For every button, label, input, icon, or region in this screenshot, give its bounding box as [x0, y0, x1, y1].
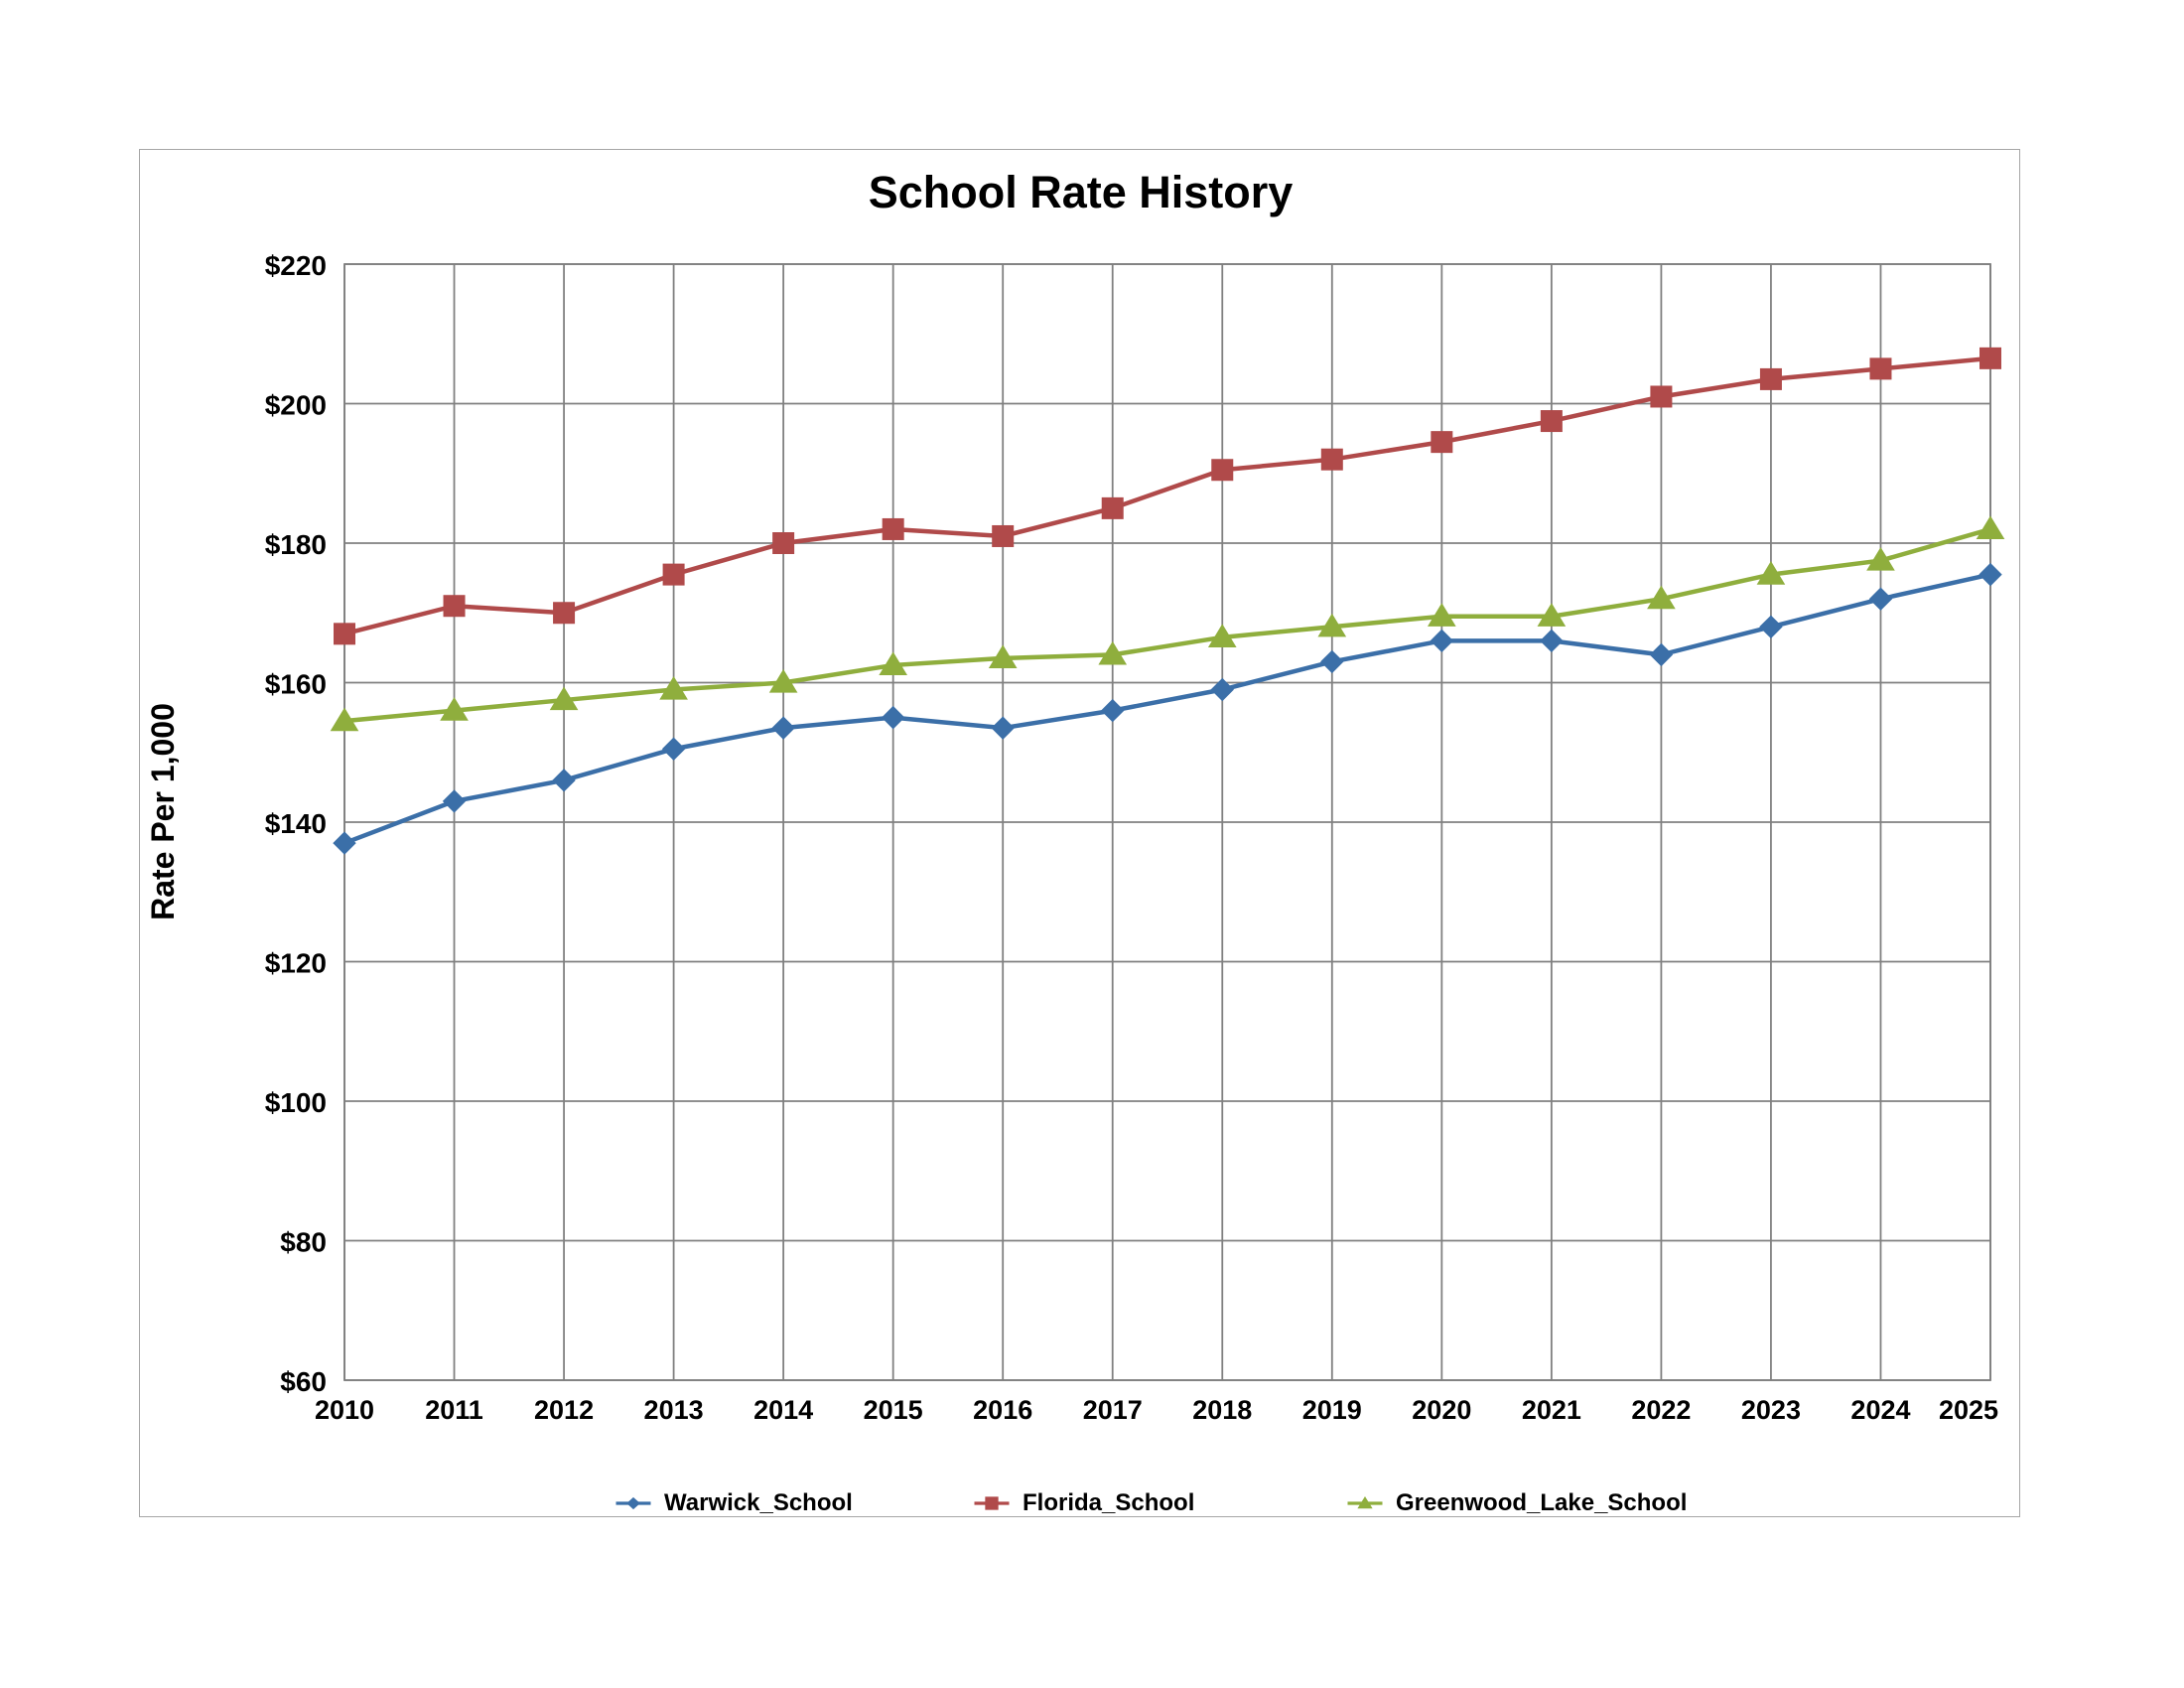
svg-text:$160: $160 [265, 669, 327, 700]
svg-text:$220: $220 [265, 250, 327, 281]
svg-text:2017: 2017 [1083, 1395, 1143, 1425]
svg-text:2019: 2019 [1302, 1395, 1362, 1425]
svg-text:$200: $200 [265, 390, 327, 421]
svg-text:$120: $120 [265, 948, 327, 979]
svg-text:2020: 2020 [1412, 1395, 1471, 1425]
svg-text:2021: 2021 [1522, 1395, 1581, 1425]
svg-text:School Rate History: School Rate History [869, 167, 1294, 217]
svg-text:2023: 2023 [1741, 1395, 1801, 1425]
svg-text:2011: 2011 [425, 1395, 483, 1425]
svg-text:2025: 2025 [1939, 1395, 1998, 1425]
svg-text:$80: $80 [280, 1227, 327, 1258]
svg-text:2013: 2013 [644, 1395, 704, 1425]
svg-text:$60: $60 [280, 1366, 327, 1397]
svg-text:2012: 2012 [534, 1395, 594, 1425]
svg-text:2016: 2016 [973, 1395, 1032, 1425]
svg-text:2010: 2010 [315, 1395, 374, 1425]
svg-text:$180: $180 [265, 529, 327, 560]
svg-text:2018: 2018 [1192, 1395, 1252, 1425]
svg-text:2022: 2022 [1631, 1395, 1691, 1425]
svg-text:$100: $100 [265, 1087, 327, 1118]
svg-text:2014: 2014 [753, 1395, 813, 1425]
svg-text:2024: 2024 [1850, 1395, 1910, 1425]
svg-text:2015: 2015 [864, 1395, 923, 1425]
svg-text:$140: $140 [265, 808, 327, 839]
